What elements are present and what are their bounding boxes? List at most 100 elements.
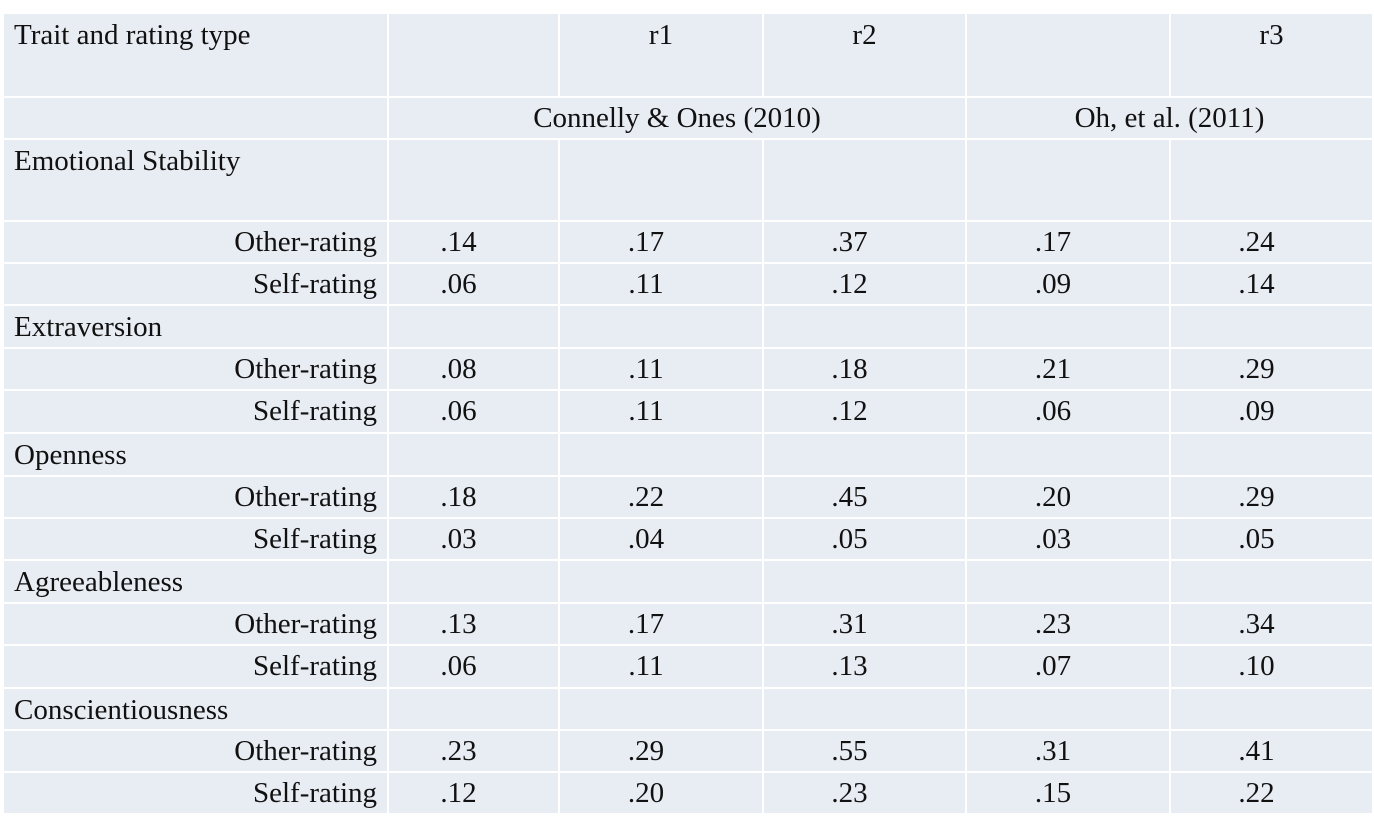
value-cell: .10	[1169, 644, 1374, 689]
value-cell: .17	[558, 220, 764, 264]
value-cell: .09	[1169, 389, 1374, 434]
empty-cell	[762, 304, 967, 349]
value-cell: .13	[387, 602, 560, 646]
empty-cell	[1169, 304, 1374, 349]
rating-row: Self-rating .03.04.05.03.05	[2, 517, 1374, 561]
trait-row: Extraversion	[2, 304, 1374, 349]
value-cell: .17	[965, 220, 1171, 264]
trait-name: Extraversion	[2, 304, 389, 349]
rating-type-label: Other-rating	[2, 729, 389, 773]
value-cell: .18	[762, 347, 967, 391]
rating-row: Self-rating .06.11.13.07.10	[2, 644, 1374, 689]
value-cell: .11	[558, 262, 764, 306]
value-cell: .07	[965, 644, 1171, 689]
value-cell: .14	[1169, 262, 1374, 306]
value-cell: .29	[1169, 347, 1374, 391]
value-cell: .15	[965, 771, 1171, 815]
value-cell: .22	[558, 475, 764, 519]
empty-cell	[762, 432, 967, 477]
rating-row: Other-rating .18.22.45.20.29	[2, 475, 1374, 519]
empty-cell	[558, 304, 764, 349]
correlation-table: Trait and rating type r1 r2 r3 Connelly …	[2, 12, 1374, 815]
value-cell: .03	[965, 517, 1171, 561]
value-cell: .11	[558, 644, 764, 689]
empty-cell	[965, 559, 1171, 604]
source-row: Connelly & Ones (2010) Oh, et al. (2011)	[2, 96, 1374, 140]
rating-type-label: Self-rating	[2, 262, 389, 306]
empty-cell	[965, 304, 1171, 349]
value-cell: .20	[965, 475, 1171, 519]
value-cell: .12	[387, 771, 560, 815]
empty-cell	[1169, 432, 1374, 477]
value-cell: .31	[762, 602, 967, 646]
value-cell: .03	[387, 517, 560, 561]
value-cell: .11	[558, 347, 764, 391]
header-row: Trait and rating type r1 r2 r3	[2, 12, 1374, 98]
value-cell: .23	[965, 602, 1171, 646]
value-cell: .29	[1169, 475, 1374, 519]
rating-type-label: Self-rating	[2, 389, 389, 434]
trait-name: Emotional Stability	[2, 138, 389, 222]
value-cell: .06	[965, 389, 1171, 434]
column-header-r2: r2	[762, 12, 967, 98]
rating-type-label: Self-rating	[2, 771, 389, 815]
empty-cell	[558, 432, 764, 477]
empty-cell	[762, 559, 967, 604]
rating-row: Self-rating .06.11.12.09.14	[2, 262, 1374, 306]
empty-cell	[387, 138, 560, 222]
rating-type-label: Other-rating	[2, 602, 389, 646]
rating-row: Self-rating .12.20.23.15.22	[2, 771, 1374, 815]
value-cell: .13	[762, 644, 967, 689]
trait-row: Agreeableness	[2, 559, 1374, 604]
source-connelly-ones: Connelly & Ones (2010)	[387, 96, 967, 140]
value-cell: .22	[1169, 771, 1374, 815]
trait-row: Openness	[2, 432, 1374, 477]
empty-cell	[387, 432, 560, 477]
empty-cell	[387, 559, 560, 604]
rating-type-label: Other-rating	[2, 475, 389, 519]
empty-cell	[387, 687, 560, 731]
empty-cell	[558, 138, 764, 222]
empty-cell	[387, 304, 560, 349]
rating-type-label: Self-rating	[2, 517, 389, 561]
empty-cell	[558, 687, 764, 731]
column-header	[965, 12, 1171, 98]
value-cell: .20	[558, 771, 764, 815]
rating-type-label: Other-rating	[2, 220, 389, 264]
value-cell: .04	[558, 517, 764, 561]
rating-row: Self-rating .06.11.12.06.09	[2, 389, 1374, 434]
column-header	[387, 12, 560, 98]
value-cell: .12	[762, 262, 967, 306]
rating-type-label: Other-rating	[2, 347, 389, 391]
value-cell: .12	[762, 389, 967, 434]
value-cell: .23	[762, 771, 967, 815]
value-cell: .41	[1169, 729, 1374, 773]
empty-cell	[965, 687, 1171, 731]
source-oh-et-al: Oh, et al. (2011)	[965, 96, 1374, 140]
empty-cell	[1169, 559, 1374, 604]
value-cell: .06	[387, 644, 560, 689]
empty-cell	[762, 687, 967, 731]
value-cell: .23	[387, 729, 560, 773]
rating-row: Other-rating .13.17.31.23.34	[2, 602, 1374, 646]
trait-column-header: Trait and rating type	[2, 12, 389, 98]
empty-cell	[558, 559, 764, 604]
column-header-r3: r3	[1169, 12, 1374, 98]
trait-row: Conscientiousness	[2, 687, 1374, 731]
empty-cell	[1169, 687, 1374, 731]
rating-row: Other-rating .08.11.18.21.29	[2, 347, 1374, 391]
empty-cell	[1169, 138, 1374, 222]
value-cell: .05	[762, 517, 967, 561]
empty-cell	[965, 432, 1171, 477]
value-cell: .06	[387, 262, 560, 306]
value-cell: .17	[558, 602, 764, 646]
value-cell: .09	[965, 262, 1171, 306]
rating-row: Other-rating .23.29.55.31.41	[2, 729, 1374, 773]
value-cell: .06	[387, 389, 560, 434]
value-cell: .18	[387, 475, 560, 519]
value-cell: .21	[965, 347, 1171, 391]
value-cell: .37	[762, 220, 967, 264]
value-cell: .34	[1169, 602, 1374, 646]
rating-row: Other-rating .14.17.37.17.24	[2, 220, 1374, 264]
trait-name: Conscientiousness	[2, 687, 389, 731]
